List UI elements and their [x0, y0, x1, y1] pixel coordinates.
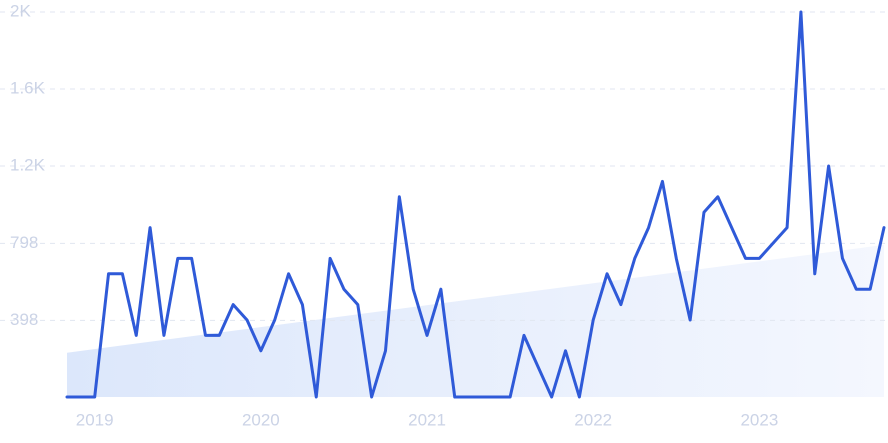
y-tick-label: 2K — [10, 1, 31, 20]
trend-area — [67, 244, 884, 397]
y-tick-label: 1.6K — [10, 78, 46, 97]
trend-line — [65, 10, 886, 399]
x-tick-label: 2021 — [408, 410, 446, 429]
x-tick-label: 2020 — [242, 410, 280, 429]
y-tick-label: 398 — [10, 310, 38, 329]
x-tick-label: 2022 — [574, 410, 612, 429]
x-tick-label: 2023 — [740, 410, 778, 429]
x-tick-label: 2019 — [76, 410, 114, 429]
y-tick-label: 798 — [10, 233, 38, 252]
y-tick-label: 1.2K — [10, 155, 46, 174]
